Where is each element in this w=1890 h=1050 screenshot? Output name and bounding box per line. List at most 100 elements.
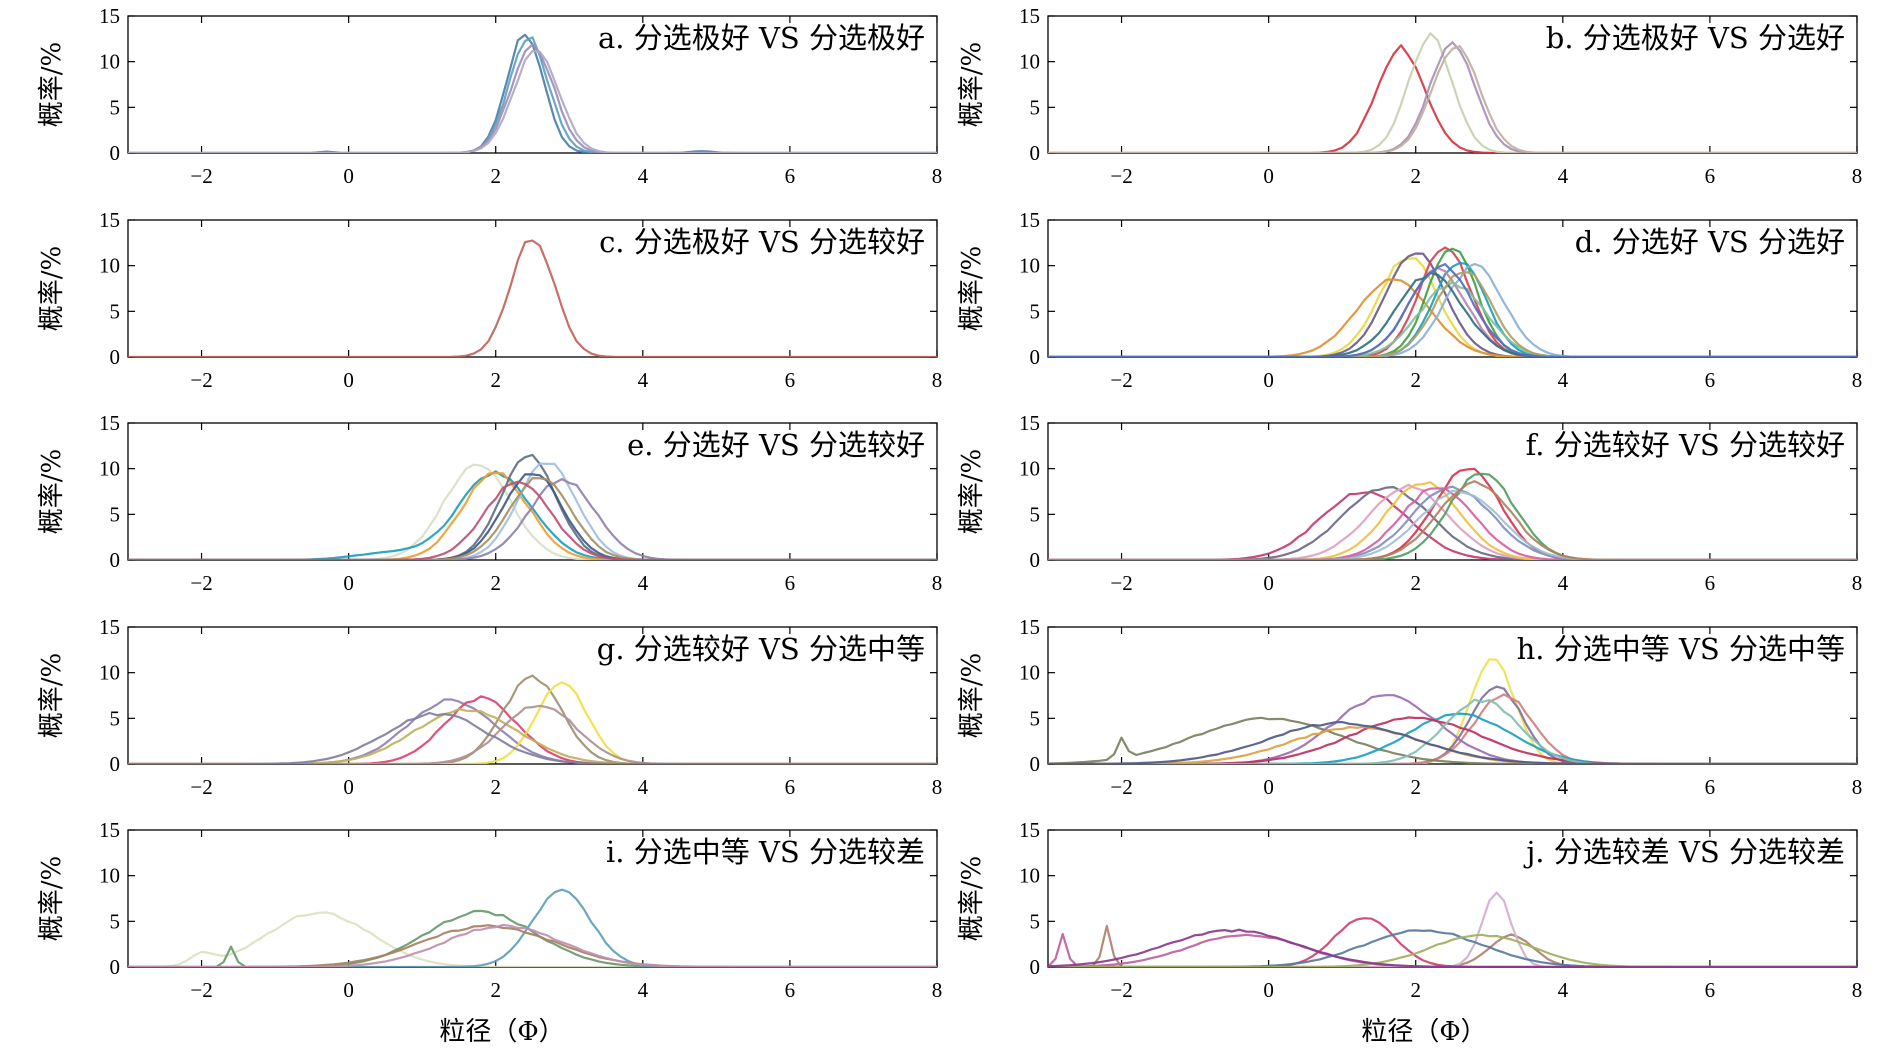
series-line xyxy=(1048,271,1857,357)
series-group-i xyxy=(128,888,937,967)
series-line xyxy=(1048,41,1857,153)
panel-g: −2 0 2 4 6 8 0 5 10 15 概率/% g. 分选较好 VS 分选中等 xyxy=(37,615,942,799)
series-line xyxy=(1048,485,1857,560)
series-line xyxy=(1048,489,1857,560)
x-tick-label: 0 xyxy=(1263,164,1274,188)
x-tick-label: 2 xyxy=(490,368,501,392)
x-tick-label: 8 xyxy=(932,164,943,188)
series-line xyxy=(128,43,937,153)
series-line xyxy=(1048,278,1857,357)
series-line xyxy=(128,695,937,764)
y-axis-label: 概率/% xyxy=(37,449,67,534)
panel-a: −2 0 2 4 6 8 0 5 10 15 概率/% a. 分选极好 VS 分选极好 xyxy=(37,4,942,188)
x-tick-label: 8 xyxy=(932,978,943,1002)
series-line xyxy=(128,707,937,764)
x-tick-label: 6 xyxy=(1705,164,1716,188)
x-tick-label: 0 xyxy=(343,978,354,1002)
series-line xyxy=(1048,271,1857,357)
series-line xyxy=(1048,720,1857,764)
x-axis-label-right: 粒径（Φ） xyxy=(1361,1017,1486,1047)
panel-title-f: f. 分选较好 VS 分选较好 xyxy=(1526,428,1845,462)
series-line xyxy=(1048,467,1857,560)
y-tick-label: 0 xyxy=(1030,752,1041,776)
series-group-j xyxy=(1048,891,1857,967)
x-tick-label: 4 xyxy=(1558,571,1569,595)
series-line xyxy=(1048,712,1857,764)
x-tick-label: 6 xyxy=(785,978,796,1002)
series-line xyxy=(128,698,937,764)
series-line xyxy=(128,681,937,764)
y-tick-label: 15 xyxy=(99,411,120,435)
y-tick-label: 10 xyxy=(99,254,120,278)
y-axis-label: 概率/% xyxy=(957,42,987,127)
x-tick-label: 6 xyxy=(785,775,796,799)
y-tick-label: 0 xyxy=(110,548,121,572)
panel-title-e: e. 分选好 VS 分选较好 xyxy=(627,428,925,462)
x-tick-label: 0 xyxy=(1263,775,1274,799)
x-tick-label: −2 xyxy=(1110,368,1132,392)
series-line xyxy=(128,473,937,560)
x-tick-label: 4 xyxy=(1558,978,1569,1002)
series-group-b xyxy=(1048,32,1857,153)
x-tick-label: 2 xyxy=(490,978,501,1002)
series-line xyxy=(128,911,937,967)
x-tick-label: −2 xyxy=(1110,978,1132,1002)
series-line xyxy=(1048,694,1857,764)
plot-area-i xyxy=(127,829,938,968)
y-tick-label: 10 xyxy=(99,50,120,74)
series-line xyxy=(128,453,937,560)
y-tick-label: 10 xyxy=(1019,50,1040,74)
y-tick-label: 5 xyxy=(1030,502,1041,526)
series-line xyxy=(128,674,937,764)
panel-title-c: c. 分选极好 VS 分选较好 xyxy=(599,225,925,259)
y-tick-label: 5 xyxy=(110,706,121,730)
x-tick-label: 4 xyxy=(638,368,649,392)
series-line xyxy=(1048,481,1857,560)
series-line xyxy=(128,477,937,560)
series-line xyxy=(128,923,937,967)
y-tick-label: 0 xyxy=(110,345,121,369)
series-line xyxy=(128,49,937,153)
x-tick-label: 8 xyxy=(932,775,943,799)
y-tick-label: 5 xyxy=(110,502,121,526)
y-tick-label: 5 xyxy=(1030,95,1041,119)
x-tick-label: 2 xyxy=(1410,164,1421,188)
y-tick-label: 0 xyxy=(1030,548,1041,572)
x-tick-label: 2 xyxy=(1410,571,1421,595)
x-tick-label: 0 xyxy=(343,571,354,595)
plot-area-c xyxy=(127,219,938,358)
y-axis-label: 概率/% xyxy=(957,856,987,941)
y-tick-label: 10 xyxy=(99,457,120,481)
series-line xyxy=(128,704,937,764)
series-line xyxy=(1048,45,1857,153)
panel-title-j: j. 分选较差 VS 分选较差 xyxy=(1523,835,1845,869)
panel-c: −2 0 2 4 6 8 0 5 10 15 概率/% c. 分选极好 VS 分选较好 xyxy=(37,208,942,392)
panel-d: −2 0 2 4 6 8 0 5 10 15 概率/% d. 分选好 VS 分选好 xyxy=(957,208,1862,392)
y-tick-label: 15 xyxy=(1019,4,1040,28)
y-tick-label: 5 xyxy=(110,909,121,933)
y-axis-label: 概率/% xyxy=(957,449,987,534)
series-line xyxy=(1048,483,1857,560)
series-line xyxy=(1048,247,1857,357)
series-line xyxy=(1048,716,1857,764)
panel-title-d: d. 分选好 VS 分选好 xyxy=(1575,225,1845,259)
x-tick-label: 6 xyxy=(1705,978,1716,1002)
y-tick-label: 15 xyxy=(1019,208,1040,232)
y-tick-label: 5 xyxy=(1030,909,1041,933)
y-tick-label: 5 xyxy=(110,95,121,119)
y-tick-label: 0 xyxy=(1030,955,1041,979)
x-tick-label: 8 xyxy=(1852,368,1863,392)
x-tick-label: 2 xyxy=(490,775,501,799)
series-line xyxy=(128,239,937,357)
x-tick-label: 2 xyxy=(490,164,501,188)
series-line xyxy=(128,711,937,764)
panel-f: −2 0 2 4 6 8 0 5 10 15 概率/% f. 分选较好 VS 分选较好 xyxy=(957,411,1862,595)
series-line xyxy=(1048,252,1857,357)
y-tick-label: 10 xyxy=(1019,457,1040,481)
series-line xyxy=(1048,262,1857,357)
x-tick-label: 4 xyxy=(638,978,649,1002)
x-tick-label: 8 xyxy=(1852,571,1863,595)
x-tick-label: 4 xyxy=(638,571,649,595)
y-tick-label: 0 xyxy=(1030,141,1041,165)
